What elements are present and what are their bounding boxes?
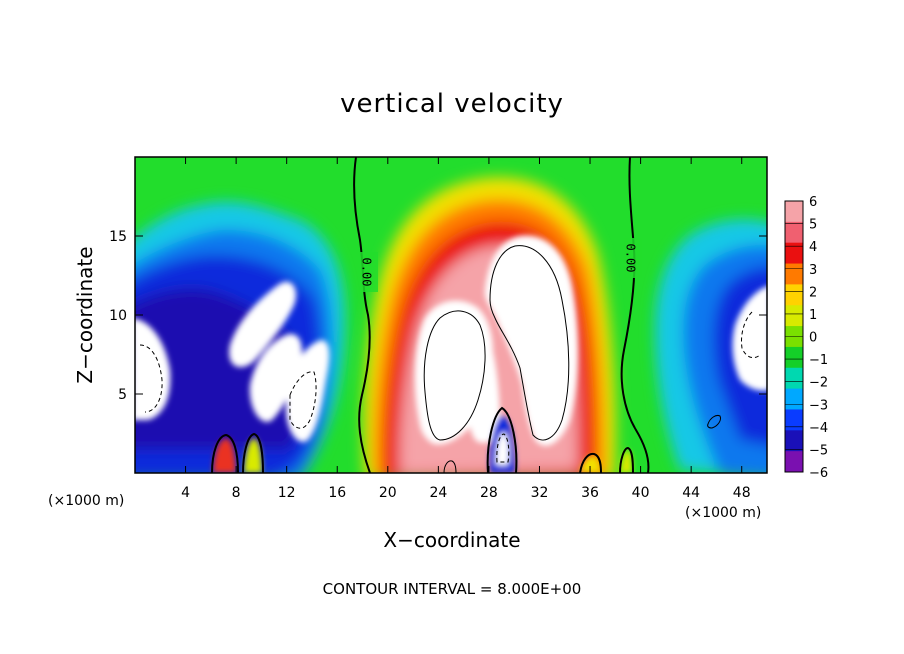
colorbar-label: −6: [809, 466, 828, 481]
right-edge-white: [732, 286, 767, 391]
contour-label-right: 0.00: [624, 244, 638, 273]
colorbar-swatch: [785, 284, 803, 306]
x-axis-ticks: 4 8 12 16 20 24 28 32 36 40 44 48: [181, 157, 751, 501]
x-unit-right: (×1000 m): [685, 505, 761, 521]
y-tick-label: 10: [109, 308, 127, 324]
left-white-lobe-3: [286, 340, 330, 442]
colorbar-swatch: [785, 263, 803, 285]
x-tick-label: 4: [181, 485, 190, 501]
x-tick-label: 48: [733, 485, 751, 501]
x-unit-left: (×1000 m): [48, 493, 124, 509]
colorbar-label: −1: [809, 353, 828, 368]
contour-ground-cell-2: [242, 432, 264, 473]
x-tick-label: 44: [682, 485, 700, 501]
colorbar-label: 2: [809, 285, 817, 300]
ground-cell-2: [244, 438, 262, 473]
colorbar-label: −2: [809, 376, 828, 391]
x-tick-label: 20: [379, 485, 397, 501]
ground-cell-4: [620, 450, 632, 473]
contour-right-small-cell: [707, 415, 721, 429]
x-tick-label: 32: [531, 485, 549, 501]
left-white-lobe-2: [249, 334, 302, 422]
contour-label-left: 0.00: [360, 258, 374, 287]
colorbar-label: 0: [809, 331, 817, 346]
colorbar-swatch: [785, 409, 803, 431]
contour-interval-note: CONTOUR INTERVAL = 8.000E+00: [323, 580, 582, 598]
x-tick-label: 12: [278, 485, 296, 501]
x-tick-label: 40: [632, 485, 650, 501]
colorbar-swatch: [785, 221, 803, 244]
contour-central-downdraft: [486, 406, 518, 473]
colorbar-label: −3: [809, 398, 828, 413]
contour-ground-cell-1: [211, 433, 239, 473]
colorbar-swatch: [785, 451, 803, 473]
contour-ground-cell-3: [579, 452, 602, 473]
colorbar-swatch: [785, 242, 803, 265]
zero-contour-left: [353, 157, 371, 473]
colorbar-label: 3: [809, 263, 817, 278]
colorbar-swatch: [785, 305, 803, 327]
contour-ground-cell-4: [619, 446, 634, 473]
positive-contour-right-core: [489, 245, 570, 441]
heatmap-field: 0.00 0.00: [135, 157, 767, 473]
colorbar-label: −5: [809, 443, 828, 458]
x-tick-label: 16: [328, 485, 346, 501]
positive-contour-left-core: [423, 310, 486, 441]
colorbar-label: 4: [809, 240, 817, 255]
x-tick-label: 36: [581, 485, 599, 501]
updraft-stem: [470, 340, 500, 443]
colorbar-swatch: [785, 201, 803, 223]
contour-left-edge-dashed: [139, 344, 163, 413]
x-tick-label: 8: [232, 485, 241, 501]
contour-lines: [139, 157, 761, 473]
contour-small-cell: [443, 460, 457, 473]
colorbar-label: 5: [809, 218, 817, 233]
x-tick-label: 28: [480, 485, 498, 501]
ground-cell-1: [213, 438, 236, 473]
contour-central-downdraft-inner: [496, 433, 510, 463]
colorbar-label: 6: [809, 195, 817, 210]
x-tick-label: 24: [429, 485, 447, 501]
colorbar-label: 1: [809, 308, 817, 323]
colorbar-swatch: [785, 388, 803, 410]
colorbar: 6 5 4 3 2 1 0 −1 −2 −3 −4 −5 −6: [784, 195, 828, 481]
y-axis-ticks: 5 10 15: [109, 229, 767, 403]
left-white-lobe-1: [229, 281, 297, 368]
colorbar-label: −4: [809, 421, 828, 436]
chart-title: vertical velocity: [340, 89, 564, 119]
left-edge-white: [135, 318, 171, 420]
zero-contour-right: [620, 157, 650, 473]
ground-cell-3: [580, 455, 600, 473]
colorbar-swatch: [785, 346, 803, 369]
updraft-core-right: [484, 235, 578, 446]
colorbar-swatch: [785, 367, 803, 390]
y-tick-label: 5: [118, 387, 127, 403]
contour-left-lobe-dashed: [289, 371, 317, 429]
y-tick-label: 15: [109, 229, 127, 245]
x-axis-label: X−coordinate: [383, 528, 520, 552]
y-axis-label: Z−coordinate: [73, 246, 97, 383]
contour-right-edge-dashed: [741, 311, 761, 359]
colorbar-swatch: [785, 430, 803, 452]
